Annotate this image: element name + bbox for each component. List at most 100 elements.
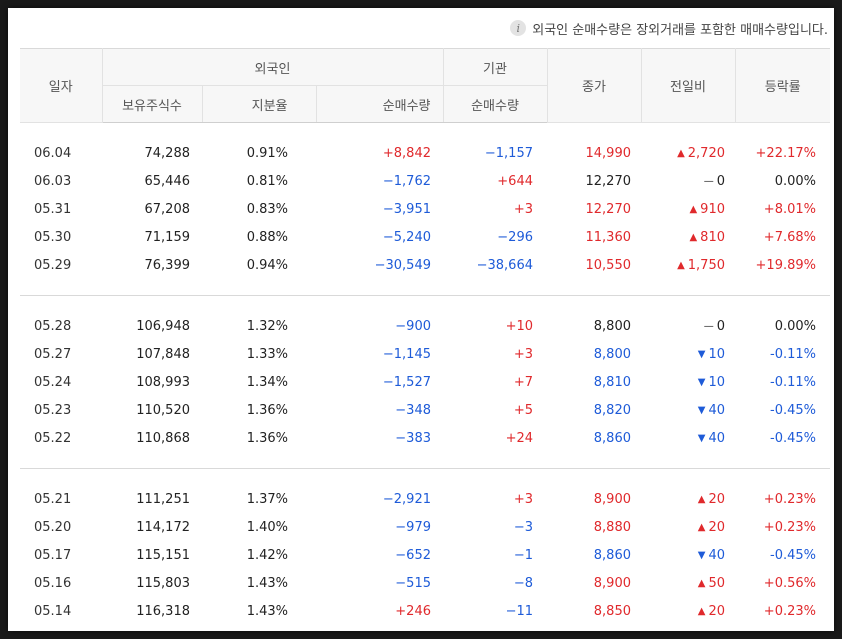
foreign-net-cell: −1,762 — [382, 173, 431, 189]
table-row: 06.04 74,288 0.91% +8,842 −1,157 14,990 ▲ 2,720… — [20, 139, 830, 167]
change-cell: ▲ 50 — [641, 569, 735, 597]
change-cell: ▲ 910 — [641, 195, 735, 223]
change-cell: ▼ 40 — [641, 396, 735, 424]
date-cell: 05.24 — [34, 374, 72, 390]
share-cell: 1.37% — [246, 491, 288, 507]
table-row: 05.31 67,208 0.83% −3,951 +3 12,270 ▲ 910 +8.01% — [20, 195, 830, 223]
rate-cell: +7.68% — [763, 229, 816, 245]
content-panel: i 외국인 순매수량은 장외거래를 포함한 매매수량입니다. 일자 외국인 기관… — [8, 8, 834, 631]
arrow-up-icon: ▲ — [697, 521, 706, 533]
foreign-net-note: i 외국인 순매수량은 장외거래를 포함한 매매수량입니다. — [510, 18, 828, 38]
date-cell: 05.20 — [34, 519, 72, 535]
close-price-cell: 8,850 — [593, 603, 631, 619]
holdings-cell: 115,151 — [136, 547, 190, 563]
date-cell: 05.31 — [34, 201, 72, 217]
change-cell: ▲ 1,750 — [641, 251, 735, 279]
foreign-net-cell: −979 — [395, 519, 431, 535]
foreign-net-cell: −1,145 — [382, 346, 431, 362]
rate-cell: +0.23% — [763, 519, 816, 535]
holdings-cell: 114,172 — [136, 519, 190, 535]
table-row: 05.17 115,151 1.42% −652 −1 8,860 ▼ 40 -0.45% — [20, 541, 830, 569]
change-cell: —0 — [641, 312, 735, 340]
holdings-cell: 116,318 — [136, 603, 190, 619]
rate-cell: -0.45% — [770, 547, 816, 563]
header-foreign-net: 순매수량 — [315, 85, 444, 123]
holdings-cell: 110,520 — [136, 402, 190, 418]
table-header: 일자 외국인 기관 종가 전일비 등락률 보유주식수 지분율 순매수량 순매수량 — [20, 48, 830, 123]
header-institution-net: 순매수량 — [442, 85, 548, 123]
foreign-net-cell: +246 — [395, 603, 431, 619]
change-cell: ▼ 40 — [641, 541, 735, 569]
table-row: 05.16 115,803 1.43% −515 −8 8,900 ▲ 50 +0.56% — [20, 569, 830, 597]
institution-net-cell: +5 — [513, 402, 533, 418]
institution-net-cell: +3 — [513, 346, 533, 362]
table-row: 05.24 108,993 1.34% −1,527 +7 8,810 ▼ 10 -0.11% — [20, 368, 830, 396]
holdings-cell: 111,251 — [136, 491, 190, 507]
arrow-down-icon: ▼ — [697, 376, 706, 388]
rate-cell: 0.00% — [774, 173, 816, 189]
group-spacer — [20, 123, 830, 140]
arrow-up-icon: ▲ — [677, 147, 685, 159]
foreign-net-cell: −652 — [395, 547, 431, 563]
rate-cell: +19.89% — [755, 257, 816, 273]
share-cell: 1.36% — [246, 430, 288, 446]
arrow-up-icon: ▲ — [697, 577, 706, 589]
change-value: 20 — [708, 519, 725, 535]
header-close: 종가 — [546, 48, 642, 123]
info-icon[interactable]: i — [510, 20, 527, 36]
close-price-cell: 8,800 — [593, 318, 631, 334]
institution-net-cell: −11 — [505, 603, 533, 619]
group-separator — [20, 468, 830, 469]
arrow-up-icon: ▲ — [697, 605, 706, 617]
foreign-net-cell: −30,549 — [374, 257, 431, 273]
date-cell: 06.03 — [34, 173, 72, 189]
header-foreign: 외국인 — [101, 48, 444, 86]
date-cell: 05.21 — [34, 491, 72, 507]
institution-net-cell: +3 — [513, 201, 533, 217]
change-value: 40 — [708, 402, 725, 418]
table-row: 05.20 114,172 1.40% −979 −3 8,880 ▲ 20 +0.23% — [20, 513, 830, 541]
change-cell: ▼ 10 — [641, 368, 735, 396]
rate-cell: +8.01% — [763, 201, 816, 217]
share-cell: 1.40% — [246, 519, 288, 535]
change-value: 1,750 — [687, 257, 725, 273]
arrow-down-icon: ▼ — [697, 348, 706, 360]
institution-net-cell: +7 — [513, 374, 533, 390]
change-cell: ▲ 2,720 — [641, 139, 735, 167]
close-price-cell: 12,270 — [585, 173, 632, 189]
change-value: 20 — [708, 491, 725, 507]
header-date: 일자 — [20, 48, 103, 123]
change-cell: ▲ 810 — [641, 223, 735, 251]
change-cell: ▲ 20 — [641, 597, 735, 625]
date-cell: 05.16 — [34, 575, 72, 591]
arrow-down-icon: ▼ — [697, 404, 706, 416]
change-value: 0 — [716, 318, 725, 334]
foreign-net-cell: −1,527 — [382, 374, 431, 390]
date-cell: 05.22 — [34, 430, 72, 446]
close-price-cell: 8,900 — [593, 575, 631, 591]
institution-net-cell: −38,664 — [476, 257, 533, 273]
close-price-cell: 8,820 — [593, 402, 631, 418]
change-cell: ▼ 10 — [641, 340, 735, 368]
share-cell: 1.36% — [246, 402, 288, 418]
change-value: 40 — [708, 430, 725, 446]
holdings-cell: 107,848 — [136, 346, 190, 362]
institution-net-cell: +24 — [505, 430, 533, 446]
holdings-cell: 65,446 — [144, 173, 191, 189]
share-cell: 0.81% — [246, 173, 288, 189]
institution-net-cell: −8 — [513, 575, 533, 591]
header-change: 전일비 — [640, 48, 736, 123]
share-cell: 1.43% — [246, 603, 288, 619]
share-cell: 1.43% — [246, 575, 288, 591]
institution-net-cell: +3 — [513, 491, 533, 507]
change-value: 0 — [716, 173, 725, 189]
arrow-down-icon: ▼ — [697, 432, 706, 444]
group-spacer — [20, 296, 830, 312]
holdings-cell: 110,868 — [136, 430, 190, 446]
table-row: 05.27 107,848 1.33% −1,145 +3 8,800 ▼ 10 -0.11% — [20, 340, 830, 368]
holdings-cell: 71,159 — [144, 229, 191, 245]
holdings-cell: 74,288 — [144, 145, 191, 161]
holdings-cell: 106,948 — [136, 318, 190, 334]
rate-cell: +0.56% — [763, 575, 816, 591]
change-value: 50 — [708, 575, 725, 591]
